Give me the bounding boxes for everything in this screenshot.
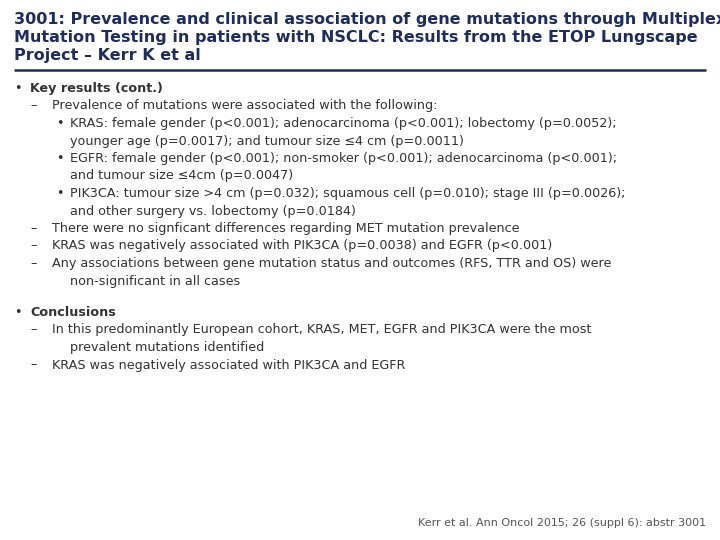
Text: prevalent mutations identified: prevalent mutations identified: [70, 341, 264, 354]
Text: and tumour size ≤4cm (p=0.0047): and tumour size ≤4cm (p=0.0047): [70, 170, 293, 183]
Text: •: •: [14, 82, 22, 95]
Text: PIK3CA: tumour size >4 cm (p=0.032); squamous cell (p=0.010); stage III (p=0.002: PIK3CA: tumour size >4 cm (p=0.032); squ…: [70, 187, 626, 200]
Text: non-significant in all cases: non-significant in all cases: [70, 274, 240, 287]
Text: Kerr et al. Ann Oncol 2015; 26 (suppl 6): abstr 3001: Kerr et al. Ann Oncol 2015; 26 (suppl 6)…: [418, 518, 706, 528]
Text: –: –: [30, 359, 37, 372]
Text: •: •: [56, 117, 63, 130]
Text: Prevalence of mutations were associated with the following:: Prevalence of mutations were associated …: [52, 99, 438, 112]
Text: •: •: [56, 187, 63, 200]
Text: –: –: [30, 240, 37, 253]
Text: 3001: Prevalence and clinical association of gene mutations through Multiplex: 3001: Prevalence and clinical associatio…: [14, 12, 720, 27]
Text: KRAS was negatively associated with PIK3CA and EGFR: KRAS was negatively associated with PIK3…: [52, 359, 405, 372]
Text: •: •: [14, 306, 22, 319]
Text: younger age (p=0.0017); and tumour size ≤4 cm (p=0.0011): younger age (p=0.0017); and tumour size …: [70, 134, 464, 147]
Text: In this predominantly European cohort, KRAS, MET, EGFR and PIK3CA were the most: In this predominantly European cohort, K…: [52, 323, 592, 336]
Text: –: –: [30, 222, 37, 235]
Text: EGFR: female gender (p<0.001); non-smoker (p<0.001); adenocarcinoma (p<0.001);: EGFR: female gender (p<0.001); non-smoke…: [70, 152, 617, 165]
Text: •: •: [56, 152, 63, 165]
Text: Any associations between gene mutation status and outcomes (RFS, TTR and OS) wer: Any associations between gene mutation s…: [52, 257, 611, 270]
Text: –: –: [30, 99, 37, 112]
Text: Conclusions: Conclusions: [30, 306, 116, 319]
Text: Project – Kerr K et al: Project – Kerr K et al: [14, 48, 201, 63]
Text: Mutation Testing in patients with NSCLC: Results from the ETOP Lungscape: Mutation Testing in patients with NSCLC:…: [14, 30, 698, 45]
Text: KRAS: female gender (p<0.001); adenocarcinoma (p<0.001); lobectomy (p=0.0052);: KRAS: female gender (p<0.001); adenocarc…: [70, 117, 616, 130]
Text: –: –: [30, 323, 37, 336]
Text: There were no signficant differences regarding MET mutation prevalence: There were no signficant differences reg…: [52, 222, 520, 235]
Text: –: –: [30, 257, 37, 270]
Text: KRAS was negatively associated with PIK3CA (p=0.0038) and EGFR (p<0.001): KRAS was negatively associated with PIK3…: [52, 240, 552, 253]
Text: and other surgery vs. lobectomy (p=0.0184): and other surgery vs. lobectomy (p=0.018…: [70, 205, 356, 218]
Text: Key results (cont.): Key results (cont.): [30, 82, 163, 95]
